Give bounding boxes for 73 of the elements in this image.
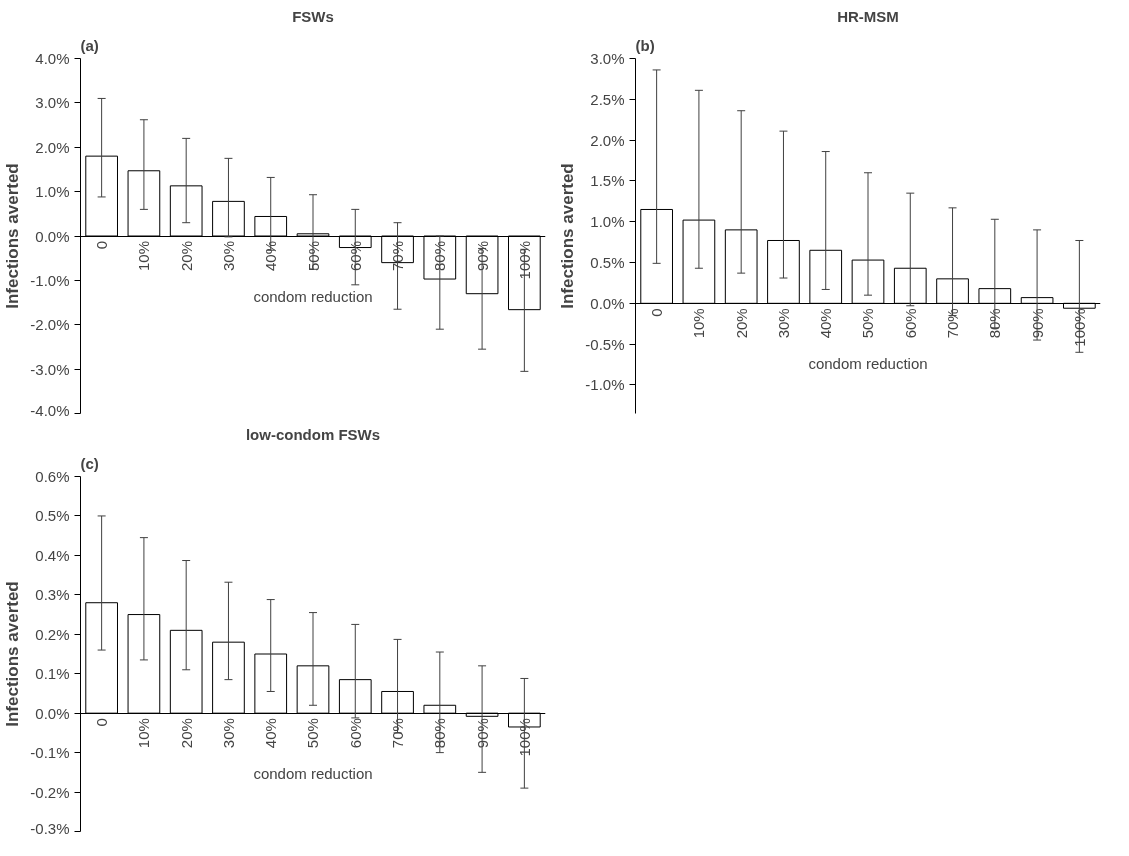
y-tick-label: 0.5% — [35, 507, 70, 525]
y-axis-title: Infections averted — [3, 163, 23, 309]
x-tick-label: 70% — [944, 308, 962, 339]
y-tick-label: 0.0% — [590, 294, 625, 312]
x-tick-label: 70% — [389, 240, 407, 272]
y-tick-label: 1.0% — [35, 183, 70, 201]
y-tick-label: 0.4% — [35, 546, 70, 564]
y-tick-label: -1.0% — [30, 271, 70, 289]
x-tick-label: 50% — [859, 308, 877, 339]
y-tick-label: 4.0% — [35, 50, 70, 67]
x-tick-label: 60% — [346, 718, 364, 749]
y-tick-label: 2.0% — [590, 131, 625, 149]
y-tick-label: -0.1% — [30, 744, 70, 762]
text: (c) — [80, 454, 99, 472]
x-axis-title: condom reduction — [808, 354, 928, 372]
y-tick-label: -4.0% — [30, 401, 70, 419]
chart-title: FSWs — [292, 7, 334, 25]
x-tick-label: 80% — [986, 308, 1004, 339]
y-tick-label: 0.3% — [35, 586, 70, 604]
y-tick-label: 3.0% — [35, 94, 70, 112]
y-tick-label: 0.1% — [35, 665, 70, 683]
text: (a) — [80, 36, 99, 54]
x-tick-label: 30% — [219, 240, 237, 272]
x-tick-label: 10% — [690, 308, 708, 339]
y-tick-label: 0.2% — [35, 625, 70, 643]
x-tick-label: 100% — [515, 240, 533, 280]
x-tick-label: 20% — [177, 718, 195, 749]
x-tick-label: 40% — [262, 240, 280, 272]
x-tick-label: 60% — [901, 308, 919, 339]
x-tick-label: 50% — [304, 718, 322, 749]
x-tick-label: 80% — [431, 240, 449, 272]
y-tick-label: -2.0% — [30, 316, 70, 334]
x-tick-label: 70% — [389, 718, 407, 749]
y-axis-title: Infections averted — [3, 581, 23, 727]
x-tick-label: 40% — [817, 308, 835, 339]
chart-title: HR-MSM — [837, 7, 899, 25]
y-tick-label: 0.5% — [590, 254, 625, 272]
y-tick-label: -1.0% — [585, 376, 625, 394]
y-tick-label: 2.5% — [590, 90, 625, 108]
x-tick-label: 50% — [304, 240, 322, 272]
x-tick-label: 10% — [135, 718, 153, 749]
x-tick-label: 30% — [774, 308, 792, 339]
y-tick-label: 0.0% — [35, 227, 70, 245]
x-tick-label: 100% — [1070, 308, 1088, 347]
y-tick-label: 0.6% — [35, 468, 70, 485]
x-tick-label: 10% — [135, 240, 153, 272]
y-tick-label: -3.0% — [30, 360, 70, 378]
chart-title: low-condom FSWs — [245, 425, 381, 443]
y-tick-label: -0.3% — [30, 819, 70, 837]
x-tick-label: 0 — [648, 308, 666, 317]
x-tick-label: 90% — [473, 240, 491, 272]
y-tick-label: 3.0% — [590, 50, 625, 67]
y-tick-label: 2.0% — [35, 138, 70, 156]
y-tick-label: 1.5% — [590, 172, 625, 190]
x-tick-label: 20% — [732, 308, 750, 339]
x-tick-label: 20% — [177, 240, 195, 272]
x-tick-label: 0 — [93, 241, 111, 250]
text: (b) — [635, 36, 655, 54]
x-tick-label: 60% — [346, 240, 364, 272]
x-tick-label: 90% — [1028, 308, 1046, 339]
x-axis-title: condom reduction — [253, 764, 373, 782]
y-tick-label: 1.0% — [590, 213, 625, 231]
y-axis-title: Infections averted — [558, 163, 578, 309]
x-tick-label: 80% — [431, 718, 449, 749]
x-tick-label: 40% — [262, 718, 280, 749]
y-tick-label: -0.5% — [585, 335, 625, 353]
x-tick-label: 90% — [473, 718, 491, 749]
y-tick-label: 0.0% — [35, 704, 70, 722]
x-tick-label: 100% — [515, 718, 533, 757]
y-tick-label: -0.2% — [30, 783, 70, 801]
x-tick-label: 0 — [93, 718, 111, 727]
x-axis-title: condom reduction — [253, 287, 373, 305]
x-tick-label: 30% — [219, 718, 237, 749]
